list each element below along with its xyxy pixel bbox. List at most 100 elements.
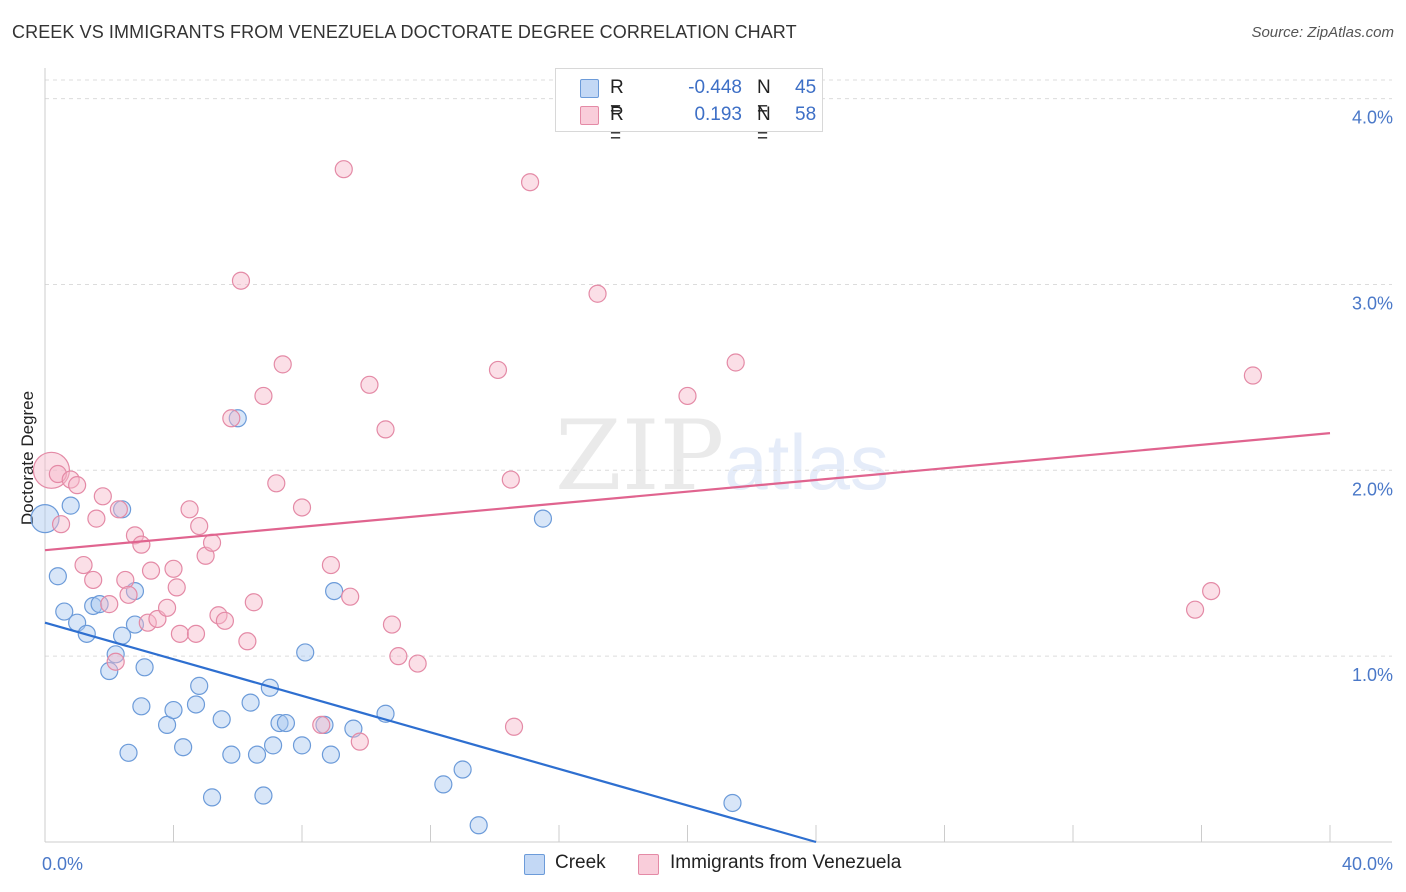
venezuela-point	[170, 624, 190, 643]
creek-trend-line	[44, 621, 817, 844]
y-tick-label: 2.0%	[1352, 479, 1393, 499]
venezuela-point	[1185, 600, 1205, 619]
creek-point	[55, 602, 74, 621]
tick-labels: 1.0% 2.0% 3.0% 4.0% 0.0% 40.0%	[42, 108, 1393, 874]
venezuela-point	[116, 570, 135, 590]
creek-point	[292, 736, 312, 755]
venezuela-point	[84, 570, 103, 590]
creek-point	[132, 697, 151, 716]
creek-point	[325, 581, 344, 601]
creek-point	[119, 743, 138, 762]
creek-point	[164, 700, 183, 720]
creek-point	[228, 409, 247, 428]
venezuela-point	[254, 386, 273, 406]
venezuela-point	[106, 652, 125, 671]
correlation-legend: R = -0.448 N = 45 R = 0.193 N = 58	[555, 68, 823, 147]
watermark-zip: ZIP	[555, 400, 725, 512]
venezuela-point	[520, 173, 540, 192]
creek-point	[276, 713, 296, 733]
venezuela-point	[267, 474, 286, 493]
creek-point	[135, 658, 154, 677]
creek-point	[321, 745, 341, 764]
venezuela-point	[222, 409, 241, 428]
creek-point	[30, 504, 60, 534]
x-tick-label-max: 40.0%	[1342, 854, 1393, 874]
venezuela-point	[726, 353, 745, 372]
creek-point	[112, 626, 132, 645]
venezuela-point	[180, 500, 199, 519]
creek-point	[533, 509, 553, 528]
source-label: Source: ZipAtlas.com	[1251, 24, 1394, 41]
venezuela-point	[186, 624, 206, 643]
venezuela-point	[488, 360, 508, 380]
venezuela-point	[125, 526, 145, 545]
bottom-swatch-creek	[524, 854, 545, 875]
venezuela-point	[588, 284, 607, 303]
creek-point	[48, 567, 67, 586]
venezuela-point	[321, 555, 341, 575]
creek-point	[100, 661, 119, 681]
venezuela-point	[350, 732, 369, 751]
creek-point	[723, 793, 742, 813]
venezuela-point	[119, 585, 138, 604]
venezuela-point	[68, 476, 87, 495]
creek-point	[174, 738, 193, 757]
creek-point	[469, 816, 488, 835]
creek-point	[202, 788, 222, 807]
watermark: ZIPatlas	[555, 400, 889, 512]
venezuela-point	[312, 715, 331, 735]
venezuela-point	[51, 515, 71, 534]
venezuela-point	[360, 375, 379, 394]
creek-point	[453, 760, 472, 779]
venezuela-point	[157, 598, 177, 617]
venezuela-point	[408, 654, 427, 673]
venezuela-trend-line	[44, 432, 1331, 552]
creek-point	[212, 710, 231, 729]
creek-point	[106, 645, 125, 664]
venezuela-point	[273, 355, 292, 374]
venezuela-point	[1202, 581, 1221, 601]
legend-n-label: N =	[757, 77, 771, 120]
venezuela-point	[334, 160, 353, 179]
legend-r-label: R =	[610, 104, 624, 147]
bottom-label-creek: Creek	[555, 852, 606, 873]
x-tick-label-min: 0.0%	[42, 854, 83, 874]
venezuela-point	[167, 578, 186, 597]
creek-point	[263, 736, 283, 755]
venezuela-point	[87, 509, 106, 528]
venezuela-point	[341, 587, 360, 606]
watermark-atlas: atlas	[724, 418, 889, 506]
venezuela-point	[100, 595, 119, 614]
legend-n-label: N =	[757, 104, 771, 147]
legend-r-value: 0.193	[694, 104, 742, 125]
venezuela-point	[141, 561, 161, 580]
legend-swatch-creek	[580, 79, 599, 98]
legend-n-value: 45	[795, 77, 817, 98]
axes	[44, 68, 1392, 843]
y-tick-label: 4.0%	[1352, 108, 1393, 128]
creek-point	[254, 786, 273, 805]
venezuela-point	[238, 632, 257, 651]
creek-point	[296, 643, 315, 662]
venezuela-point	[190, 516, 209, 536]
legend-swatch-venezuela	[580, 106, 599, 125]
venezuela-point	[109, 500, 128, 519]
venezuela-point	[74, 555, 93, 575]
venezuela-point	[389, 647, 408, 666]
creek-point	[61, 496, 80, 515]
venezuela-point	[164, 559, 183, 578]
venezuela-point	[244, 593, 263, 612]
bottom-swatch-venezuela	[638, 854, 659, 875]
venezuela-point	[93, 487, 112, 506]
bottom-label-venezuela: Immigrants from Venezuela	[670, 852, 902, 873]
venezuela-point	[504, 717, 524, 736]
creek-point	[190, 676, 209, 695]
y-tick-label: 1.0%	[1352, 665, 1393, 685]
y-tick-label: 3.0%	[1352, 293, 1393, 313]
legend-n-value: 58	[795, 104, 817, 125]
venezuela-points	[32, 160, 1263, 751]
venezuela-point	[215, 611, 234, 630]
venezuela-point	[32, 451, 71, 489]
chart-title: CREEK VS IMMIGRANTS FROM VENEZUELA DOCTO…	[12, 22, 797, 42]
